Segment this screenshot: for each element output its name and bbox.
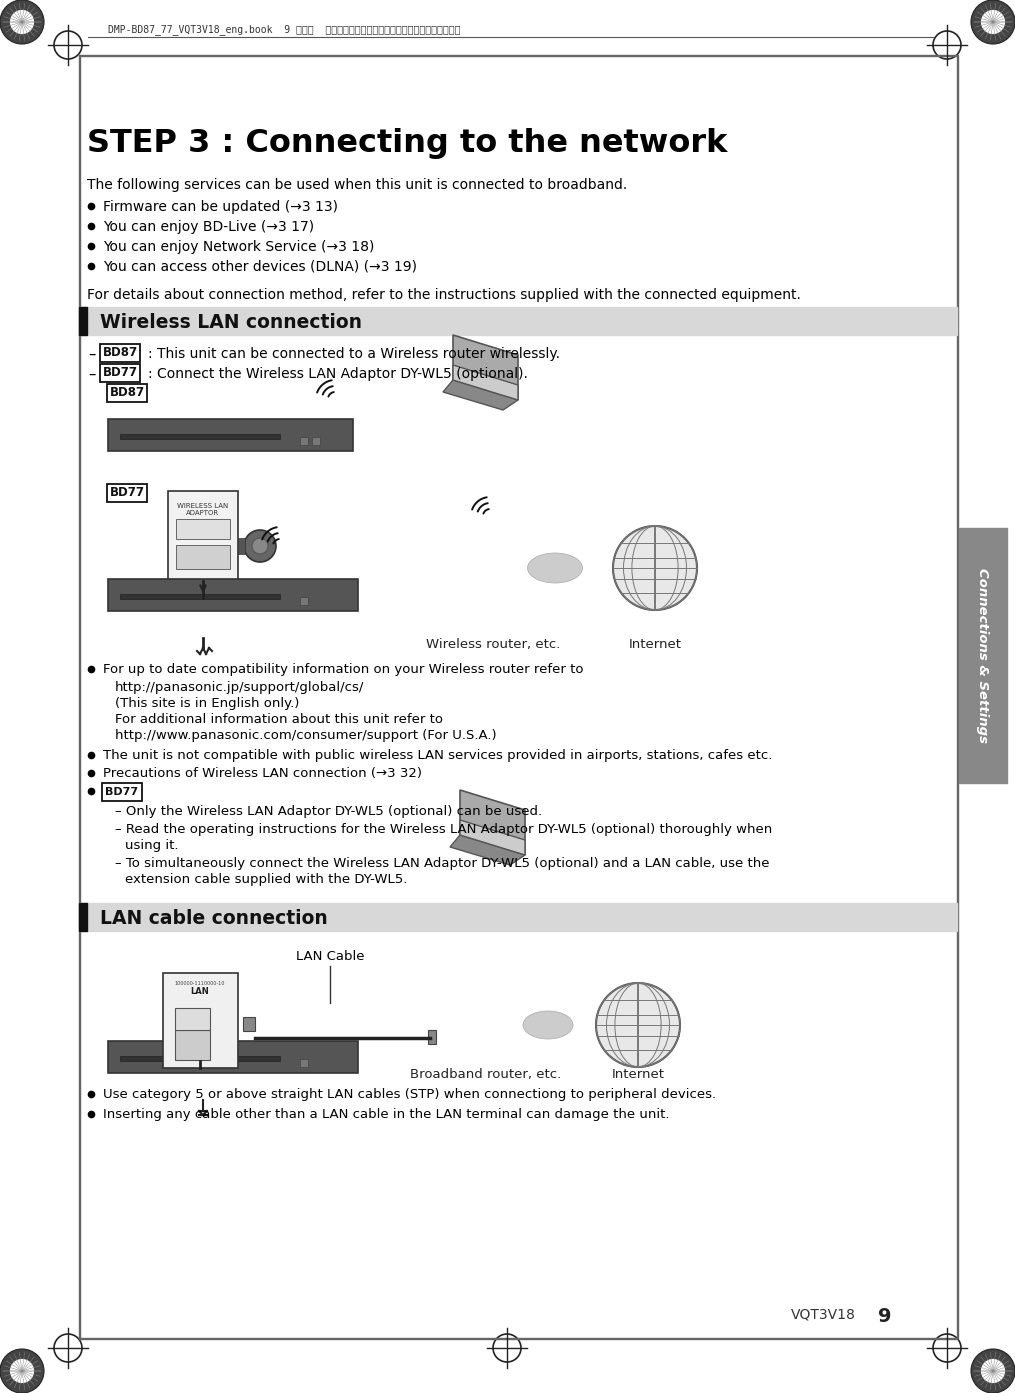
Bar [175, 1029, 210, 1060]
Text: VQT3V18: VQT3V18 [791, 1307, 856, 1321]
Text: Connections & Settings: Connections & Settings [976, 567, 990, 742]
Text: DMP-BD87_77_VQT3V18_eng.book  9 ページ  ２０１１年１１月４日　金曜日　午前１０時４１分: DMP-BD87_77_VQT3V18_eng.book 9 ページ ２０１１年… [108, 24, 461, 35]
Bar [243, 1017, 255, 1031]
Bar [959, 528, 1007, 783]
Bar [300, 1059, 308, 1067]
Text: 100000-1110000-10: 100000-1110000-10 [175, 981, 225, 986]
Circle shape [613, 527, 697, 610]
Text: Use category 5 or above straight LAN cables (STP) when connectiong to peripheral: Use category 5 or above straight LAN cab… [103, 1088, 717, 1100]
Bar [79, 903, 87, 931]
Text: You can enjoy Network Service (→3 18): You can enjoy Network Service (→3 18) [103, 240, 375, 254]
Text: using it.: using it. [125, 839, 179, 853]
Text: STEP 3 : Connecting to the network: STEP 3 : Connecting to the network [87, 128, 728, 159]
Circle shape [971, 0, 1015, 45]
Text: Internet: Internet [628, 638, 681, 651]
Text: BD77: BD77 [103, 366, 137, 379]
Ellipse shape [528, 553, 583, 584]
Text: (This site is in English only.): (This site is in English only.) [115, 696, 299, 710]
Bar [176, 520, 230, 539]
FancyBboxPatch shape [107, 384, 147, 403]
Text: The unit is not compatible with public wireless LAN services provided in airport: The unit is not compatible with public w… [103, 749, 772, 762]
Circle shape [980, 10, 1005, 33]
Text: Precautions of Wireless LAN connection (→3 32): Precautions of Wireless LAN connection (… [103, 768, 422, 780]
Circle shape [10, 10, 35, 33]
Polygon shape [453, 334, 518, 400]
Bar [428, 1029, 436, 1043]
Text: http://www.panasonic.com/consumer/support (For U.S.A.): http://www.panasonic.com/consumer/suppor… [115, 729, 496, 742]
Text: Internet: Internet [611, 1068, 665, 1081]
Circle shape [252, 538, 268, 554]
Text: : This unit can be connected to a Wireless router wirelessly.: : This unit can be connected to a Wirele… [148, 347, 560, 361]
FancyBboxPatch shape [107, 483, 147, 501]
Text: extension cable supplied with the DY-WL5.: extension cable supplied with the DY-WL5… [125, 873, 407, 886]
Circle shape [980, 1360, 1005, 1383]
Text: BD77: BD77 [110, 486, 144, 500]
Bar [120, 435, 280, 439]
Bar [120, 1056, 280, 1061]
Text: http://panasonic.jp/support/global/cs/: http://panasonic.jp/support/global/cs/ [115, 681, 364, 694]
Text: For up to date compatibility information on your Wireless router refer to: For up to date compatibility information… [103, 663, 584, 676]
Text: Wireless LAN connection: Wireless LAN connection [100, 313, 362, 332]
Bar [176, 545, 230, 568]
Text: Broadband router, etc.: Broadband router, etc. [410, 1068, 561, 1081]
Text: WIRELESS LAN
ADAPTOR: WIRELESS LAN ADAPTOR [178, 503, 228, 515]
Text: Wireless router, etc.: Wireless router, etc. [426, 638, 560, 651]
Text: –: – [88, 347, 95, 362]
Text: For details about connection method, refer to the instructions supplied with the: For details about connection method, ref… [87, 288, 801, 302]
Polygon shape [460, 790, 525, 855]
Bar [79, 306, 957, 334]
Bar [108, 419, 353, 451]
Bar [108, 579, 358, 612]
Circle shape [0, 1348, 44, 1393]
Text: Inserting any cable other than a LAN cable in the LAN terminal can damage the un: Inserting any cable other than a LAN cab… [103, 1107, 670, 1121]
Circle shape [10, 1360, 35, 1383]
FancyBboxPatch shape [102, 783, 142, 801]
Text: – To simultaneously connect the Wireless LAN Adaptor DY-WL5 (optional) and a LAN: – To simultaneously connect the Wireless… [115, 857, 769, 871]
Polygon shape [460, 820, 525, 855]
Bar [312, 437, 320, 444]
Text: LAN: LAN [191, 988, 209, 996]
Circle shape [0, 0, 44, 45]
Bar [300, 437, 308, 444]
Bar [175, 1009, 210, 1029]
Ellipse shape [523, 1011, 573, 1039]
Text: 9: 9 [878, 1307, 891, 1326]
Text: – Read the operating instructions for the Wireless LAN Adaptor DY-WL5 (optional): – Read the operating instructions for th… [115, 823, 772, 836]
FancyBboxPatch shape [100, 344, 140, 362]
Bar [120, 593, 280, 599]
Text: You can enjoy BD-Live (→3 17): You can enjoy BD-Live (→3 17) [103, 220, 314, 234]
Text: For additional information about this unit refer to: For additional information about this un… [115, 713, 443, 726]
Text: BD87: BD87 [110, 386, 144, 400]
Bar [300, 598, 308, 605]
Text: Firmware can be updated (→3 13): Firmware can be updated (→3 13) [103, 201, 338, 215]
Circle shape [971, 1348, 1015, 1393]
Bar [168, 490, 238, 581]
Text: LAN cable connection: LAN cable connection [100, 910, 328, 928]
Text: BD77: BD77 [106, 787, 139, 797]
Bar [238, 538, 245, 554]
Text: BD87: BD87 [103, 347, 138, 359]
Text: The following services can be used when this unit is connected to broadband.: The following services can be used when … [87, 178, 627, 192]
Bar [108, 1041, 358, 1073]
Polygon shape [450, 834, 525, 865]
Polygon shape [443, 380, 518, 410]
Text: You can access other devices (DLNA) (→3 19): You can access other devices (DLNA) (→3 … [103, 260, 417, 274]
Text: LAN Cable: LAN Cable [295, 950, 364, 963]
Circle shape [596, 983, 680, 1067]
Circle shape [244, 529, 276, 561]
Text: –: – [88, 366, 95, 382]
Text: – Only the Wireless LAN Adaptor DY-WL5 (optional) can be used.: – Only the Wireless LAN Adaptor DY-WL5 (… [115, 805, 542, 818]
Bar [163, 972, 238, 1068]
Bar [79, 306, 87, 334]
Polygon shape [453, 365, 518, 400]
FancyBboxPatch shape [100, 364, 140, 382]
Bar [79, 903, 957, 931]
Text: : Connect the Wireless LAN Adaptor DY-WL5 (optional).: : Connect the Wireless LAN Adaptor DY-WL… [148, 366, 528, 382]
